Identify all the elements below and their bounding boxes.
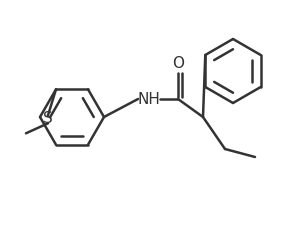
Text: O: O bbox=[172, 55, 184, 70]
Text: NH: NH bbox=[138, 92, 160, 107]
Text: S: S bbox=[43, 110, 53, 125]
